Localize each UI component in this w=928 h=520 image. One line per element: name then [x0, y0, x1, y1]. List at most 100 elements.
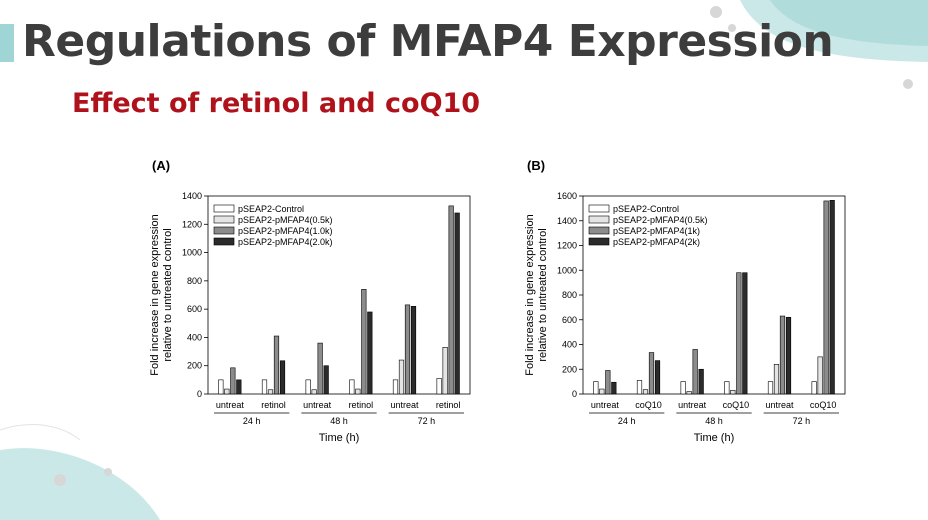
legend-swatch: [588, 204, 610, 213]
bar: [736, 272, 742, 395]
bar: [829, 200, 835, 395]
bar: [724, 381, 730, 395]
y-tick-label: 1400: [182, 191, 202, 201]
bar: [692, 349, 698, 395]
bar: [742, 272, 748, 395]
legend-label: pSEAP2-pMFAP4(2k): [613, 237, 700, 247]
legend-swatch: [588, 226, 610, 235]
legend-label: pSEAP2-pMFAP4(1k): [613, 226, 700, 236]
y-axis-title: Fold increase in gene expression: [149, 214, 161, 375]
bar: [730, 389, 736, 395]
bar: [779, 315, 786, 395]
group-label: 48 h: [705, 416, 723, 426]
bar: [230, 367, 236, 395]
y-tick-label: 1000: [182, 248, 202, 258]
bar: [611, 381, 617, 395]
category-label: untreat: [303, 400, 332, 410]
group-label: 72 h: [418, 416, 436, 426]
legend-label: pSEAP2-pMFAP4(0.5k): [613, 215, 708, 225]
y-tick-label: 200: [187, 361, 202, 371]
y-tick-label: 800: [187, 276, 202, 286]
bar: [442, 347, 448, 395]
bar: [605, 370, 611, 395]
y-tick-label: 1000: [557, 265, 577, 275]
bar: [361, 289, 367, 395]
category-label: untreat: [216, 400, 245, 410]
category-label: coQ10: [635, 400, 662, 410]
panel-label: (B): [527, 158, 545, 173]
y-tick-label: 600: [187, 304, 202, 314]
bar: [404, 304, 411, 395]
bar: [261, 379, 268, 395]
category-label: retinol: [436, 400, 461, 410]
y-tick-label: 0: [572, 389, 577, 399]
y-tick-label: 1200: [182, 219, 202, 229]
legend-label: pSEAP2-Control: [238, 204, 304, 214]
y-tick-label: 200: [562, 364, 577, 374]
bar: [680, 381, 686, 395]
title-accent-bar: [0, 24, 14, 62]
bar: [454, 212, 460, 395]
category-label: untreat: [390, 400, 419, 410]
bar: [279, 360, 286, 395]
chart-panel-b: (B) 0 200 400 600 800 1000 1200 1400 1600 Fold inc…: [524, 158, 846, 444]
slide-title: Regulations of MFAP4 Expression: [22, 16, 834, 67]
bar: [311, 389, 317, 395]
y-tick-label: 600: [562, 315, 577, 325]
group-label: 24 h: [618, 416, 636, 426]
category-label: untreat: [591, 400, 620, 410]
bar: [636, 380, 643, 395]
top-right-decoration: [710, 0, 928, 89]
bar: [767, 381, 774, 395]
bar: [698, 368, 704, 395]
legend-swatch: [213, 226, 235, 235]
panel-label: (A): [152, 158, 170, 173]
y-axis-title: Fold increase in gene expression: [524, 214, 536, 375]
chart-panel-a: (A) 0 200 400 600 800 1000 1200 1400 Fold increas…: [149, 158, 471, 444]
bar: [593, 381, 599, 395]
bar: [236, 379, 242, 395]
category-label: untreat: [678, 400, 707, 410]
legend-label: pSEAP2-Control: [613, 204, 679, 214]
bar: [785, 316, 792, 395]
group-label: 48 h: [330, 416, 348, 426]
bar: [686, 391, 692, 395]
legend-swatch: [588, 237, 610, 246]
y-tick-label: 800: [562, 290, 577, 300]
legend-swatch: [588, 215, 610, 224]
bar: [599, 388, 605, 395]
legend-label: pSEAP2-pMFAP4(2.0k): [238, 237, 333, 247]
bar: [273, 335, 280, 395]
bar: [448, 205, 454, 395]
category-label: retinol: [349, 400, 374, 410]
category-label: coQ10: [723, 400, 750, 410]
bar: [642, 389, 649, 395]
bar: [398, 359, 405, 395]
bar: [367, 311, 373, 395]
bar: [436, 378, 442, 395]
bar: [317, 342, 323, 395]
bar: [811, 381, 817, 395]
y-tick-label: 400: [562, 340, 577, 350]
category-label: coQ10: [810, 400, 837, 410]
y-tick-label: 1600: [557, 191, 577, 201]
legend-label: pSEAP2-pMFAP4(1.0k): [238, 226, 333, 236]
slide-subtitle: Effect of retinol and coQ10: [72, 88, 481, 119]
bar: [817, 356, 823, 395]
y-tick-label: 1200: [557, 241, 577, 251]
bar: [823, 200, 829, 395]
plot-frame: [207, 195, 471, 395]
bar: [355, 388, 361, 395]
bar: [305, 379, 311, 395]
bar: [392, 379, 399, 395]
legend-swatch: [213, 204, 235, 213]
bar: [323, 365, 329, 395]
y-tick-label: 0: [197, 389, 202, 399]
bar: [648, 352, 655, 395]
bar: [773, 364, 780, 395]
group-label: 24 h: [243, 416, 261, 426]
y-axis-title: relative to untreated control: [162, 228, 174, 361]
y-tick-label: 400: [187, 332, 202, 342]
x-axis-title: Time (h): [694, 432, 735, 444]
group-label: 72 h: [793, 416, 811, 426]
